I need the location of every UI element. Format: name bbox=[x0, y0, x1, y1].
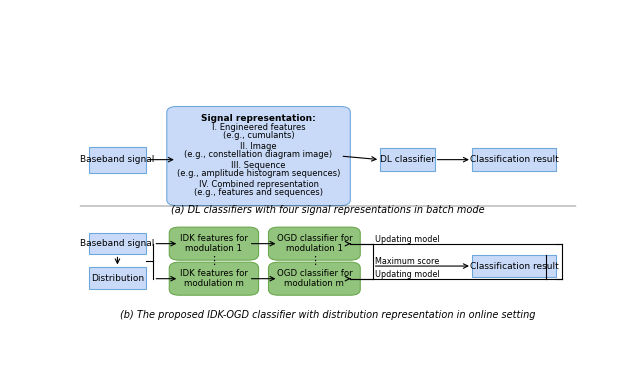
Text: III. Sequence: III. Sequence bbox=[231, 161, 286, 170]
Text: IDK features for
modulation 1: IDK features for modulation 1 bbox=[180, 234, 248, 253]
FancyBboxPatch shape bbox=[167, 107, 350, 206]
Text: OGD classifier for
modulation m: OGD classifier for modulation m bbox=[276, 269, 352, 288]
FancyBboxPatch shape bbox=[170, 262, 259, 295]
FancyBboxPatch shape bbox=[89, 147, 146, 173]
Text: IDK features for
modulation m: IDK features for modulation m bbox=[180, 269, 248, 288]
FancyBboxPatch shape bbox=[269, 262, 360, 295]
Text: Classification result: Classification result bbox=[470, 155, 558, 164]
Text: ⋮: ⋮ bbox=[308, 256, 320, 266]
FancyBboxPatch shape bbox=[269, 227, 360, 260]
Text: ⋮: ⋮ bbox=[209, 256, 220, 266]
Text: (b) The proposed IDK-OGD classifier with distribution representation in online s: (b) The proposed IDK-OGD classifier with… bbox=[120, 310, 536, 320]
Text: Baseband signal: Baseband signal bbox=[80, 155, 155, 164]
Text: DL classifier: DL classifier bbox=[380, 155, 435, 164]
Text: Distribution: Distribution bbox=[91, 274, 144, 283]
Text: II. Image: II. Image bbox=[240, 142, 277, 151]
Text: (e.g., constellation diagram image): (e.g., constellation diagram image) bbox=[184, 150, 333, 159]
FancyBboxPatch shape bbox=[89, 267, 146, 289]
FancyBboxPatch shape bbox=[472, 148, 556, 171]
Text: Signal representation:: Signal representation: bbox=[201, 114, 316, 123]
FancyBboxPatch shape bbox=[89, 233, 146, 254]
Text: (a) DL classifiers with four signal representations in batch mode: (a) DL classifiers with four signal repr… bbox=[171, 205, 485, 215]
FancyBboxPatch shape bbox=[380, 148, 435, 171]
Text: IV. Combined representation: IV. Combined representation bbox=[198, 179, 319, 189]
Text: OGD classifier for
modulation 1: OGD classifier for modulation 1 bbox=[276, 234, 352, 253]
Text: Updating model: Updating model bbox=[375, 270, 440, 279]
FancyBboxPatch shape bbox=[472, 255, 556, 277]
Text: (e.g., amplitude histogram sequences): (e.g., amplitude histogram sequences) bbox=[177, 169, 340, 178]
Text: I. Engineered features: I. Engineered features bbox=[212, 123, 305, 132]
Text: Classification result: Classification result bbox=[470, 261, 558, 270]
Text: (e.g., cumulants): (e.g., cumulants) bbox=[223, 131, 294, 140]
Text: Maximum score: Maximum score bbox=[375, 257, 440, 266]
Text: Updating model: Updating model bbox=[375, 235, 440, 244]
Text: Baseband signal: Baseband signal bbox=[80, 239, 155, 248]
Text: (e.g., features and sequences): (e.g., features and sequences) bbox=[194, 188, 323, 197]
FancyBboxPatch shape bbox=[170, 227, 259, 260]
